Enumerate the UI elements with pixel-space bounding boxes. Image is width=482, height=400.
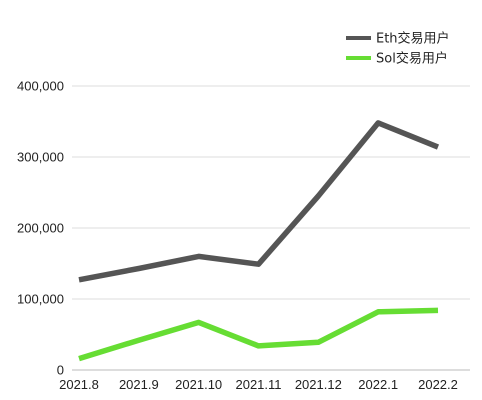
x-tick-label: 2021.11 <box>235 377 281 392</box>
y-axis-ticks: 0 100,000 200,000 300,000 400,000 <box>17 79 64 378</box>
x-tick-label: 2021.10 <box>175 377 222 392</box>
gridlines <box>72 85 470 371</box>
legend-label: Sol交易用户 <box>376 51 448 67</box>
y-tick-label: 200,000 <box>17 221 64 236</box>
y-tick-label: 400,000 <box>17 79 64 94</box>
y-tick-label: 0 <box>57 363 64 378</box>
x-axis-ticks: 2021.8 2021.9 2021.10 2021.11 2021.12 2022.1 2… <box>59 377 458 392</box>
legend-label: Eth交易用户 <box>376 31 450 47</box>
x-tick-label: 2022.2 <box>418 377 458 392</box>
series-line-2 <box>78 307 439 362</box>
legend: Eth交易用户 Sol交易用户 <box>346 31 450 67</box>
series-line-1 <box>78 120 440 283</box>
series-lines <box>78 120 440 362</box>
y-tick-label: 100,000 <box>17 292 64 307</box>
x-tick-label: 2022.1 <box>358 377 398 392</box>
x-tick-label: 2021.12 <box>295 377 342 392</box>
y-tick-label: 300,000 <box>17 150 64 165</box>
x-tick-label: 2021.8 <box>59 377 99 392</box>
x-tick-label: 2021.9 <box>119 377 159 392</box>
